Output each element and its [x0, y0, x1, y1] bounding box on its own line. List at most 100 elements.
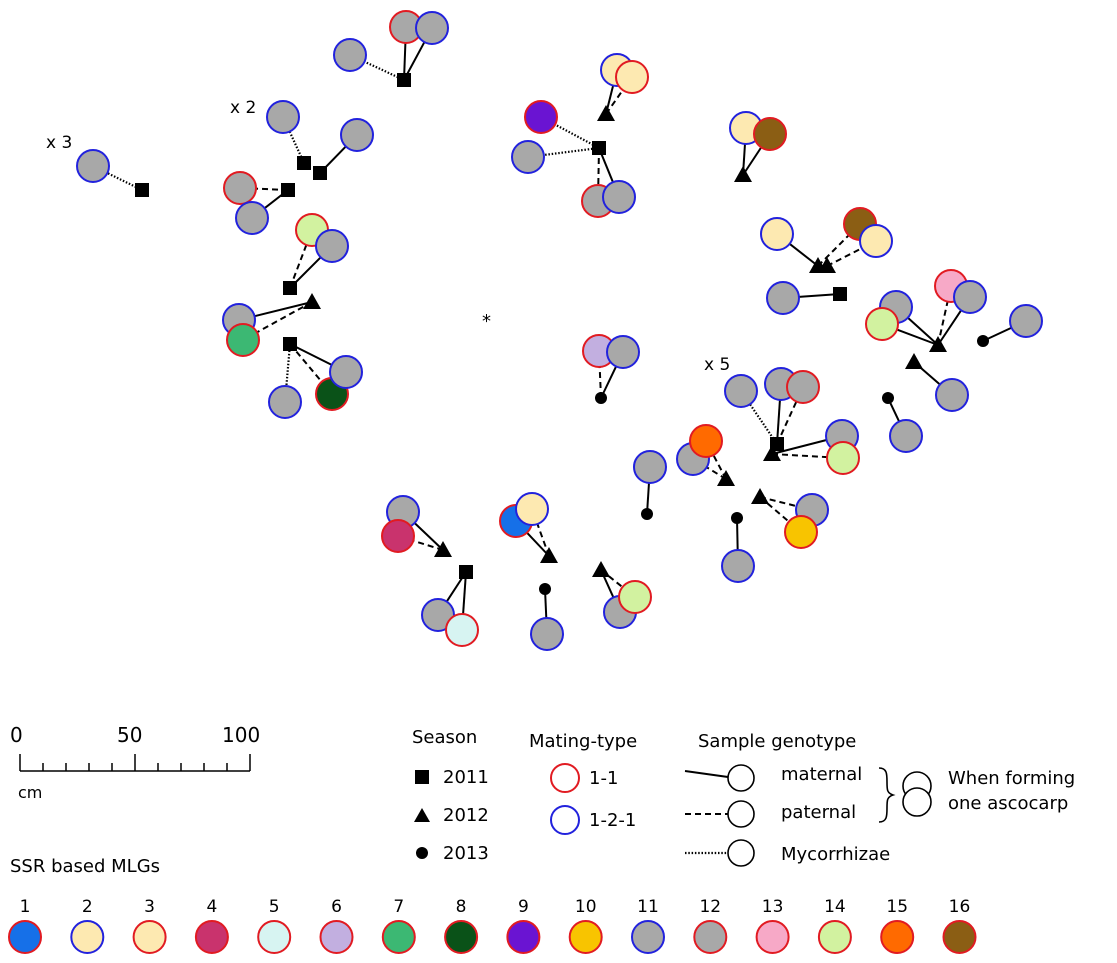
mycorrhizae-link	[543, 146, 600, 157]
season-2012-marker	[818, 257, 836, 273]
maternal-solid-line-icon	[684, 770, 729, 778]
sample-node-mlg-3	[615, 60, 649, 94]
paternal-link	[759, 496, 790, 523]
paternal-link	[937, 301, 949, 346]
season-2013-marker	[731, 512, 743, 524]
sample-node-mlg-15	[689, 424, 723, 458]
season-2012-marker	[734, 166, 752, 182]
sample-node-mlg-10	[784, 515, 818, 549]
sample-node-mlg-11	[953, 280, 987, 314]
sample-node-mlg-11	[76, 149, 110, 183]
season-2012-marker	[929, 336, 947, 352]
mlg-legend-title: SSR based MLGs	[10, 856, 160, 877]
paternal-link	[289, 244, 308, 289]
multiplier-x5: x 5	[704, 355, 730, 375]
paternal-link	[412, 539, 444, 551]
sample-node-mlg-4	[381, 519, 415, 553]
sample-node-mlg-11	[606, 335, 640, 369]
mlg-swatch-3	[132, 920, 167, 954]
season-2012-marker	[597, 105, 615, 121]
maternal-link	[771, 439, 827, 455]
mlg-swatch-14	[817, 920, 852, 954]
season-2011-marker	[770, 437, 784, 451]
season-legend: Season 2011 2012 2013	[412, 727, 489, 864]
sample-node-mlg-12	[223, 171, 257, 205]
paternal-link	[289, 343, 323, 383]
sample-node-mlg-12	[786, 370, 820, 404]
multiplier-x3: x 3	[46, 133, 72, 153]
sample-node-mlg-11	[266, 100, 300, 134]
sample-node-mlg-5	[445, 613, 479, 647]
season-2012-label: 2012	[443, 805, 489, 826]
sample-node-mlg-11	[766, 281, 800, 315]
mlg-number-16: 16	[949, 897, 971, 917]
paternal-label: paternal	[781, 802, 856, 823]
season-2011-marker	[283, 281, 297, 295]
maternal-link	[937, 309, 962, 346]
mlg-legend: SSR based MLGs 1 2 3 4 5 6 7 8 9 10 11 12 13 14 15 16	[8, 856, 977, 954]
scale-bar: 0 50 100 cm	[10, 723, 260, 802]
season-2011-marker	[283, 337, 297, 351]
sample-node-mlg-11	[935, 378, 969, 412]
mlg-number-7: 7	[393, 897, 404, 917]
sample-node-mlg-11	[268, 385, 302, 419]
mating-1-2-1-label: 1-2-1	[589, 810, 636, 831]
season-2011-marker	[281, 183, 295, 197]
mlg-swatch-1	[8, 920, 42, 954]
multiplier-x2: x 2	[230, 98, 256, 118]
ascocarp-label-line2: one ascocarp	[948, 793, 1068, 814]
sample-node-mlg-14	[865, 307, 899, 341]
mlg-number-12: 12	[699, 897, 721, 917]
sample-node-mlg-14	[826, 441, 860, 475]
mlg-swatch-4	[194, 920, 229, 954]
sample-node-mlg-11	[889, 419, 923, 453]
sample-node-mlg-11	[721, 549, 755, 583]
season-2012-marker	[303, 293, 321, 309]
scale-ticks	[19, 754, 251, 771]
mycorrhizae-label: Mycorrhizae	[781, 844, 890, 865]
season-2011-label: 2011	[443, 767, 489, 788]
paternal-link	[776, 401, 798, 445]
mlg-swatch-12	[693, 920, 728, 954]
scale-tick-label-0: 0	[10, 723, 23, 747]
mlg-number-6: 6	[331, 897, 342, 917]
curly-brace-icon	[878, 767, 896, 823]
sample-node-mlg-11	[724, 374, 758, 408]
mlg-number-4: 4	[206, 897, 217, 917]
maternal-label: maternal	[781, 764, 862, 785]
mating-1-2-1-blue-circle-icon	[550, 805, 580, 835]
season-2012-marker	[905, 353, 923, 369]
mlg-swatch-9	[506, 920, 541, 954]
season-2011-marker	[592, 141, 606, 155]
node-layer	[76, 10, 1043, 651]
season-2013-label: 2013	[443, 843, 489, 864]
season-2011-marker	[397, 73, 411, 87]
season-2013-dot-icon	[416, 847, 428, 859]
season-2013-marker	[641, 508, 653, 520]
sample-node-mlg-11	[1009, 304, 1043, 338]
sample-node-mlg-2	[859, 224, 893, 258]
mlg-number-11: 11	[637, 897, 659, 917]
mlg-swatch-8	[444, 920, 479, 954]
mlg-number-3: 3	[144, 897, 155, 917]
sample-node-mlg-2	[515, 492, 549, 526]
paternal-link	[817, 234, 850, 267]
season-2011-square-icon	[415, 770, 429, 784]
maternal-link	[776, 399, 781, 445]
scale-tick-label-50: 50	[117, 723, 142, 747]
mating-1-1-label: 1-1	[589, 768, 618, 789]
sample-node-mlg-11	[340, 118, 374, 152]
sample-genotype-legend: Sample genotype maternal paternal Mycorr…	[684, 731, 1075, 867]
season-2013-marker	[882, 392, 894, 404]
sample-node-mlg-7	[226, 323, 260, 357]
sample-node-mlg-11	[315, 229, 349, 263]
sample-node-mlg-16	[753, 117, 787, 151]
sample-node-mlg-11	[633, 450, 667, 484]
maternal-link	[896, 328, 939, 346]
season-2012-marker	[717, 470, 735, 486]
mlg-swatch-10	[568, 920, 603, 954]
maternal-circle-icon	[727, 764, 755, 792]
maternal-link	[254, 301, 313, 318]
season-2012-marker	[763, 445, 781, 461]
mlg-swatch-16	[942, 920, 977, 954]
